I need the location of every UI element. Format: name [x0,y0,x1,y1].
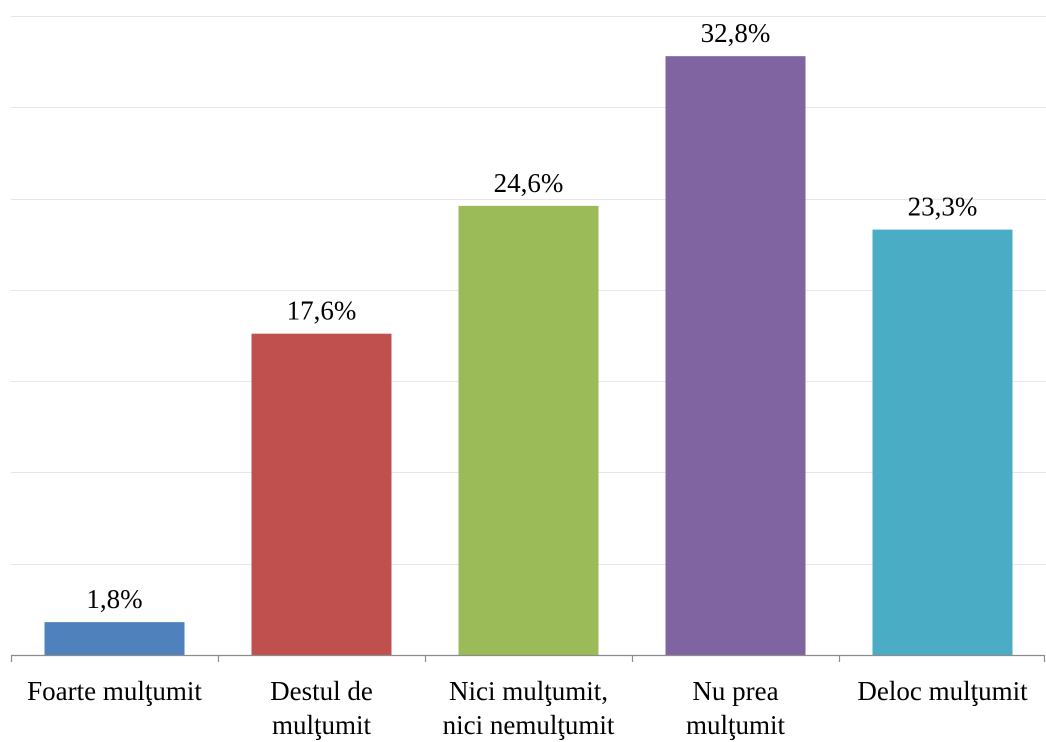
category-label-line: nici nemulţumit [443,710,615,740]
bar [872,229,1013,655]
data-label: 32,8% [701,18,771,48]
category-label: Nu prea mulţumit [686,676,786,740]
data-label: 23,3% [908,192,978,222]
category-label-line: Nici mulţumit, [449,676,608,706]
data-labels: 1,8% 17,6% 24,6% 32,8% 23,3% [86,18,977,614]
x-axis [10,654,1046,662]
category-label: Foarte mulţumit [27,676,202,706]
category-label-line: Destul de [270,676,373,706]
category-label-line: mulţumit [272,710,372,740]
bar [458,205,599,656]
category-label: Destul de mulţumit [270,676,373,740]
category-label: Deloc mulţumit [857,676,1028,706]
data-label: 1,8% [86,584,142,614]
category-label-line: Nu prea [692,676,778,706]
data-label: 17,6% [287,296,357,326]
bar [251,333,392,655]
data-label: 24,6% [494,168,564,198]
category-label-line: mulţumit [686,710,786,740]
category-labels: Foarte mulţumit Destul de mulţumit Nici mul… [27,676,1028,740]
category-label-line: Deloc mulţumit [857,676,1028,706]
bar [44,622,185,655]
bar [665,56,806,656]
category-label: Nici mulţumit, nici nemulţumit [443,676,615,740]
bars [44,56,1013,656]
category-label-line: Foarte mulţumit [27,676,202,706]
